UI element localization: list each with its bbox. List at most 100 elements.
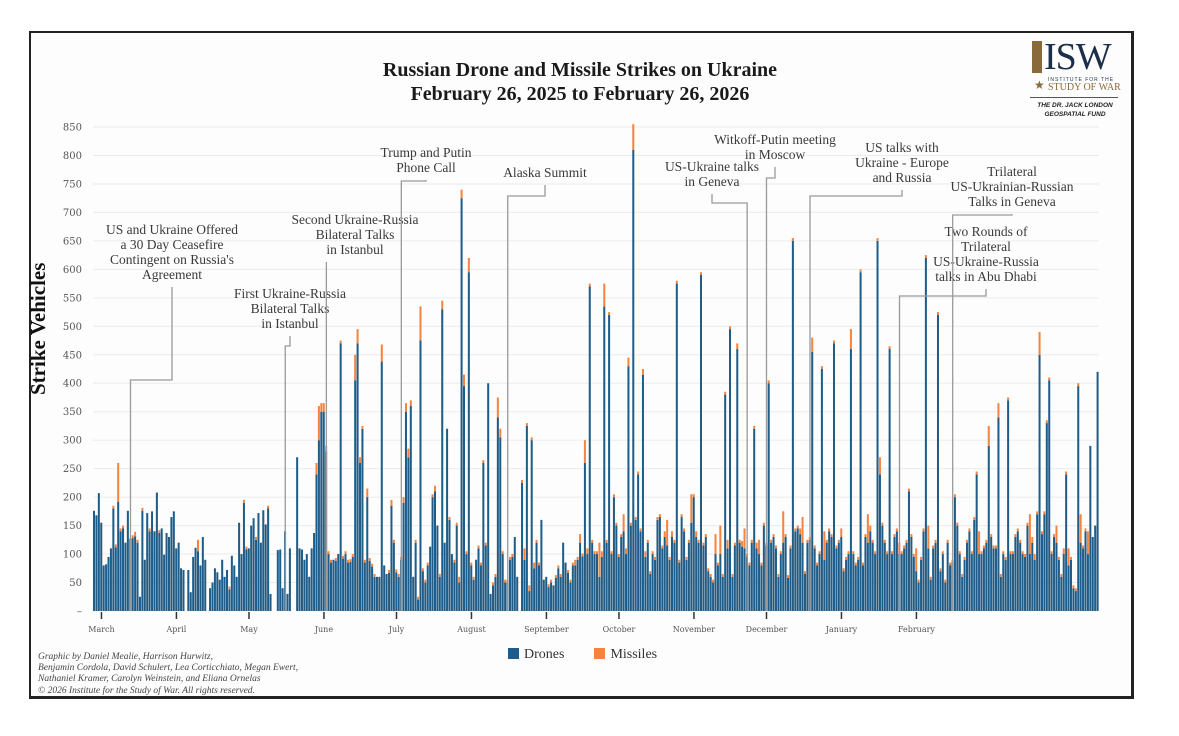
bar-drones (649, 573, 652, 611)
bar-missiles (750, 539, 753, 543)
bar-drones (252, 518, 255, 611)
x-tick-label: January (825, 625, 858, 634)
bar-drones (158, 532, 161, 611)
bar-missiles (980, 551, 983, 555)
bar-drones (946, 542, 949, 611)
bar-drones (566, 572, 569, 611)
bar-missiles (511, 554, 514, 557)
bar-drones (907, 491, 910, 611)
bar-drones (760, 565, 763, 611)
bar-drones (936, 314, 939, 611)
bar-drones (924, 257, 927, 611)
bar-drones (666, 545, 669, 611)
bar-missiles (117, 462, 120, 502)
bar-drones (881, 525, 884, 611)
bar-drones (888, 349, 891, 611)
bar-drones (975, 474, 978, 611)
bar-drones (559, 576, 562, 611)
bar-drones (605, 542, 608, 611)
bar-drones (550, 582, 553, 611)
bar-drones (417, 599, 420, 611)
bar-missiles (915, 548, 918, 572)
bar-missiles (670, 531, 673, 537)
bar-drones (131, 538, 134, 611)
bar-drones (1040, 534, 1043, 611)
annotation-leader-line (809, 190, 903, 611)
bar-drones (112, 508, 115, 611)
bar-drones (238, 522, 241, 611)
bar-missiles (134, 531, 137, 537)
bar-missiles (910, 534, 913, 537)
bar-missiles (651, 551, 654, 555)
bar-missiles (755, 542, 758, 549)
bar-drones (119, 531, 122, 611)
annotation-text: in Istanbul (326, 242, 384, 257)
bar-drones (155, 492, 158, 611)
bar-missiles (762, 522, 765, 526)
bar-missiles (774, 545, 777, 549)
bar-drones (201, 536, 204, 611)
bar-drones (383, 565, 386, 611)
bar-drones (656, 519, 659, 611)
bar-drones (949, 565, 952, 611)
bar-drones (835, 548, 838, 611)
bar-drones (1091, 536, 1094, 611)
y-tick-label: 700 (63, 208, 82, 219)
bar-drones (216, 572, 219, 611)
bar-drones (963, 559, 966, 611)
bar-drones (837, 542, 840, 611)
bar-drones (968, 531, 971, 611)
bar-drones (124, 542, 127, 611)
bar-drones (1089, 445, 1092, 611)
annotation-text: and Russia (873, 170, 932, 185)
bar-missiles (438, 573, 441, 577)
bar-drones (433, 491, 436, 611)
annotation-text: Alaska Summit (503, 165, 587, 180)
bar-drones (281, 588, 284, 611)
bar-drones (629, 525, 632, 611)
bar-drones (941, 554, 944, 611)
bar-drones (175, 548, 178, 611)
bar-drones (1096, 371, 1099, 611)
bar-missiles (392, 539, 395, 543)
bar-drones (845, 559, 848, 611)
y-tick-label: 200 (63, 493, 82, 504)
bar-drones (492, 585, 495, 611)
x-tick-label: November (673, 625, 716, 634)
bar-drones (637, 474, 640, 611)
annotation-text: in Istanbul (261, 316, 319, 331)
bar-missiles (417, 596, 420, 600)
bar-missiles (789, 545, 792, 549)
bar-drones (431, 497, 434, 611)
bar-drones (733, 545, 736, 611)
bar-missiles (317, 406, 320, 441)
bar-missiles (363, 559, 366, 563)
annotation-text: Phone Call (396, 160, 456, 175)
bar-drones (658, 517, 661, 611)
bar-drones (854, 565, 857, 611)
bar-drones (859, 272, 862, 611)
bar-missiles (1060, 573, 1063, 577)
bar-drones (1016, 531, 1019, 611)
bar-missiles (371, 563, 374, 567)
bar-missiles (907, 488, 910, 492)
bar-missiles (1011, 551, 1014, 555)
bar-missiles (733, 542, 736, 546)
bar-missiles (854, 562, 857, 566)
star-icon: ★ (1034, 78, 1045, 92)
bar-drones (267, 508, 270, 611)
bar-drones (392, 542, 395, 611)
bar-missiles (963, 556, 966, 560)
bar-drones (673, 542, 676, 611)
bar-drones (750, 542, 753, 611)
annotation-text: Trilateral (987, 164, 1037, 179)
bar-missiles (528, 585, 531, 592)
bar-drones (1002, 554, 1005, 611)
bar-drones (965, 542, 969, 611)
bar-drones (1004, 559, 1007, 611)
bar-drones (670, 536, 673, 611)
bar-drones (351, 556, 354, 611)
